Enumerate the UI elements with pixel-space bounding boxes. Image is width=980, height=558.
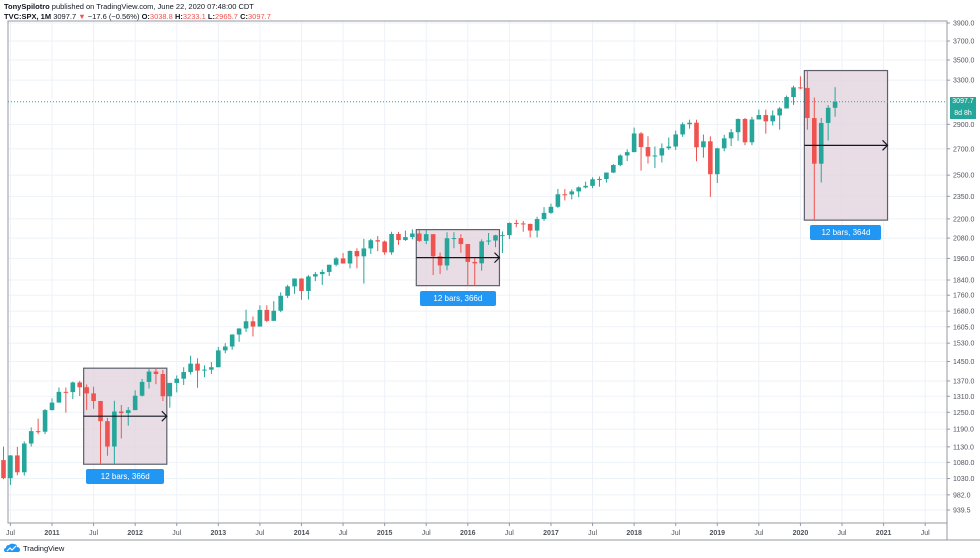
svg-text:2019: 2019 [709,530,725,537]
bar-countdown: 8d 8h [950,108,976,119]
svg-text:1840.0: 1840.0 [953,278,975,285]
range-label-2020[interactable]: 12 bars, 364d [810,225,882,241]
svg-text:2017: 2017 [543,530,559,537]
svg-text:2015: 2015 [377,530,393,537]
svg-text:1250.0: 1250.0 [953,410,975,417]
svg-text:2013: 2013 [211,530,227,537]
svg-text:2700.0: 2700.0 [953,146,975,153]
svg-text:1680.0: 1680.0 [953,309,975,316]
tradingview-cloud-icon [4,543,20,552]
svg-text:1760.0: 1760.0 [953,293,975,300]
svg-text:2016: 2016 [460,530,476,537]
svg-text:Jul: Jul [588,530,597,537]
svg-text:Jul: Jul [754,530,763,537]
current-price-tag: 3097.7 8d 8h [950,96,976,119]
svg-text:Jul: Jul [505,530,514,537]
svg-text:Jul: Jul [921,530,930,537]
svg-text:2200.0: 2200.0 [953,216,975,223]
last-price: 3097.7 [53,12,77,21]
svg-text:2012: 2012 [127,530,143,537]
svg-text:Jul: Jul [6,530,15,537]
brand-name: TradingView [23,543,65,553]
svg-text:982.0: 982.0 [953,492,971,499]
svg-text:2018: 2018 [626,530,642,537]
svg-text:2500.0: 2500.0 [953,173,975,180]
svg-text:1190.0: 1190.0 [953,427,974,434]
svg-text:2021: 2021 [876,530,892,537]
svg-text:Jul: Jul [172,530,181,537]
symbol-name: TVC:SPX, 1M [4,12,52,21]
svg-text:2350.0: 2350.0 [953,194,975,201]
svg-text:Jul: Jul [671,530,680,537]
current-price-value: 3097.7 [952,97,974,105]
svg-text:Jul: Jul [89,530,98,537]
svg-text:939.5: 939.5 [953,508,971,515]
svg-text:1310.0: 1310.0 [953,394,975,401]
price-change: −17.6 (−0.56%) [87,12,140,21]
low-value: 2965.7 [215,12,238,21]
svg-text:Jul: Jul [339,530,348,537]
svg-text:1530.0: 1530.0 [953,341,975,348]
svg-text:1605.0: 1605.0 [953,324,975,331]
svg-text:1960.0: 1960.0 [953,256,975,263]
svg-text:2014: 2014 [294,530,310,537]
down-triangle-icon: ▼ [78,12,86,21]
svg-text:2020: 2020 [793,530,809,537]
svg-text:3300.0: 3300.0 [953,78,975,85]
svg-text:1370.0: 1370.0 [953,378,975,385]
svg-text:3700.0: 3700.0 [953,39,975,46]
range-label-2011[interactable]: 12 bars, 366d [86,469,165,485]
symbol-legend: TVC:SPX, 1M 3097.7 ▼ −17.6 (−0.56%) O:30… [4,12,271,21]
close-label: C: [240,12,248,21]
high-label: H: [174,12,183,21]
svg-text:2011: 2011 [44,530,59,537]
svg-text:3900.0: 3900.0 [953,21,975,28]
svg-text:1030.0: 1030.0 [953,476,975,483]
svg-text:1450.0: 1450.0 [953,359,975,366]
svg-text:3500.0: 3500.0 [953,58,975,65]
published-text: published on TradingView.com, June 22, 2… [51,2,254,11]
open-value: 3038.8 [149,12,173,21]
close-value: 3097.7 [247,12,271,21]
author-name[interactable]: TonySpilotro [4,2,50,11]
svg-text:Jul: Jul [255,530,264,537]
svg-text:1080.0: 1080.0 [953,460,975,467]
svg-text:Jul: Jul [422,530,431,537]
open-label: O: [141,12,150,21]
svg-text:2900.0: 2900.0 [953,122,975,129]
svg-text:1130.0: 1130.0 [953,444,974,451]
publish-info: TonySpilotro published on TradingView.co… [4,2,254,11]
high-value: 3233.1 [182,12,206,21]
tradingview-logo[interactable]: TradingView [4,543,64,553]
low-label: L: [207,12,216,21]
range-label-2015[interactable]: 12 bars, 366d [419,290,496,306]
svg-text:Jul: Jul [838,530,847,537]
svg-text:2080.0: 2080.0 [953,236,975,243]
